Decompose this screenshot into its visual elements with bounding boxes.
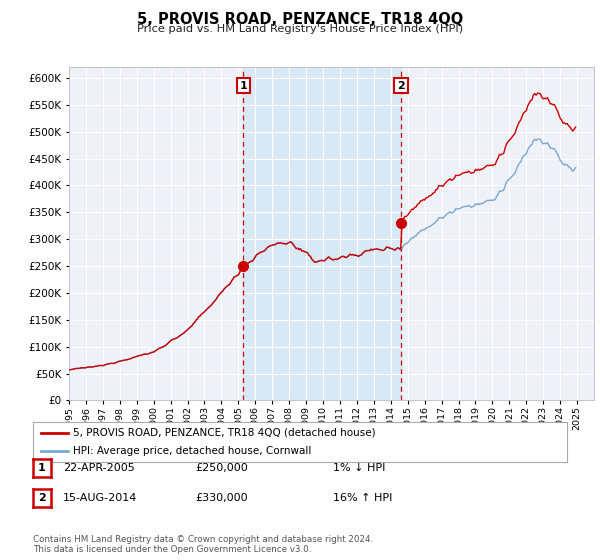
- Text: Contains HM Land Registry data © Crown copyright and database right 2024.
This d: Contains HM Land Registry data © Crown c…: [33, 535, 373, 554]
- Text: 16% ↑ HPI: 16% ↑ HPI: [333, 493, 392, 503]
- Text: HPI: Average price, detached house, Cornwall: HPI: Average price, detached house, Corn…: [73, 446, 311, 456]
- Text: 5, PROVIS ROAD, PENZANCE, TR18 4QQ (detached house): 5, PROVIS ROAD, PENZANCE, TR18 4QQ (deta…: [73, 428, 376, 437]
- Text: 2: 2: [38, 493, 46, 503]
- Text: 1: 1: [38, 463, 46, 473]
- Text: 22-APR-2005: 22-APR-2005: [63, 463, 135, 473]
- Text: Price paid vs. HM Land Registry's House Price Index (HPI): Price paid vs. HM Land Registry's House …: [137, 24, 463, 34]
- Text: 5, PROVIS ROAD, PENZANCE, TR18 4QQ: 5, PROVIS ROAD, PENZANCE, TR18 4QQ: [137, 12, 463, 27]
- Text: £250,000: £250,000: [195, 463, 248, 473]
- Text: 2: 2: [397, 81, 405, 91]
- Text: 1% ↓ HPI: 1% ↓ HPI: [333, 463, 385, 473]
- Text: 1: 1: [239, 81, 247, 91]
- Bar: [244, 67, 401, 400]
- Text: 15-AUG-2014: 15-AUG-2014: [63, 493, 137, 503]
- Text: £330,000: £330,000: [195, 493, 248, 503]
